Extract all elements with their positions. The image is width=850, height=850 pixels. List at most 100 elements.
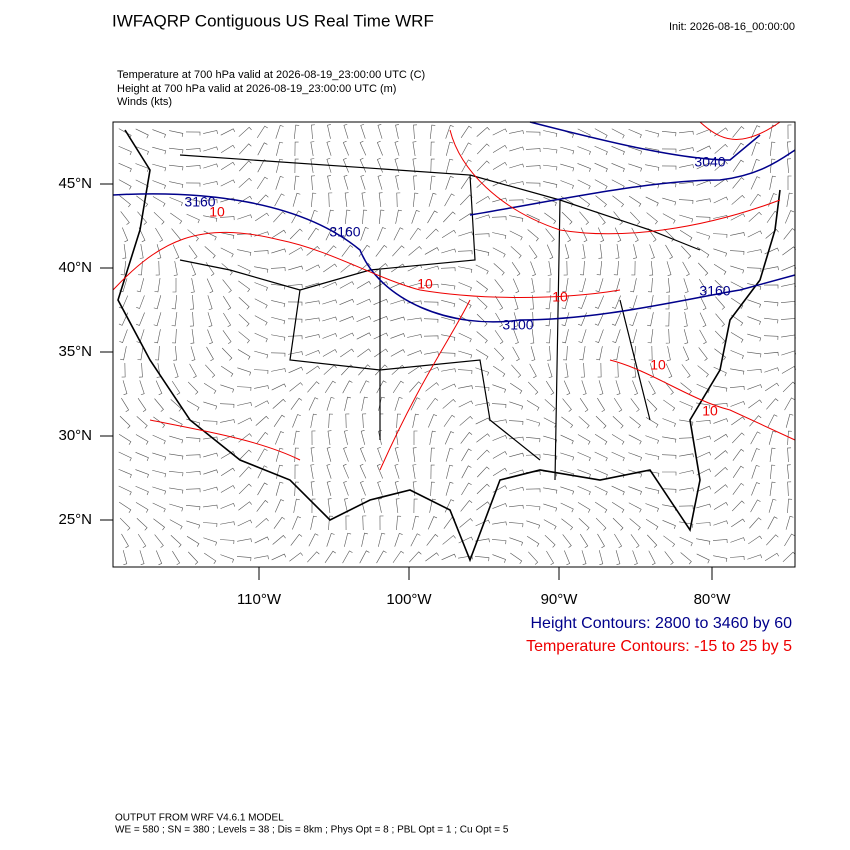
wind-barb — [679, 181, 694, 186]
wind-barb — [647, 312, 654, 327]
wind-barb — [492, 419, 507, 424]
wind-barb — [190, 278, 195, 293]
wind-barb — [563, 260, 568, 276]
wind-barb — [185, 165, 201, 169]
wind-barb — [492, 179, 508, 187]
wind-barb — [509, 537, 523, 546]
wind-barb — [425, 552, 439, 562]
wind-barb — [529, 311, 534, 327]
wind-barb — [441, 383, 457, 391]
wind-barb — [628, 486, 642, 495]
wind-barb — [461, 142, 472, 156]
wind-barb — [664, 381, 674, 395]
wind-barb — [633, 244, 637, 259]
wind-barb — [169, 435, 184, 444]
wind-barb — [137, 346, 144, 361]
wind-barb — [407, 350, 423, 356]
wind-barb — [220, 161, 236, 170]
wind-barb — [493, 263, 505, 276]
wind-barb — [356, 298, 372, 306]
wind-barb — [699, 295, 707, 311]
wind-barb — [649, 244, 655, 260]
wind-barb — [375, 244, 388, 257]
wind-barb — [731, 195, 745, 205]
wind-barb — [492, 384, 506, 393]
wind-barb — [310, 413, 317, 428]
wind-barb — [730, 386, 745, 390]
wind-barb — [629, 518, 641, 531]
map-bg — [113, 122, 795, 567]
wind-barb — [135, 434, 149, 445]
wind-barb — [681, 245, 692, 259]
wind-barb — [236, 556, 252, 562]
wind-barb — [390, 349, 406, 357]
wind-barb — [564, 550, 571, 566]
wind-barb — [509, 146, 525, 152]
wind-barb — [713, 248, 728, 257]
wind-barb — [292, 516, 302, 530]
wind-barb — [172, 277, 177, 293]
temperature-contour-label: 10 — [209, 204, 225, 220]
wind-barb — [310, 141, 315, 156]
wind-barb — [393, 227, 404, 241]
wind-barb — [119, 517, 131, 531]
wind-barb — [239, 466, 252, 478]
wind-barb — [749, 193, 762, 206]
wind-barb — [510, 552, 523, 565]
wind-barb — [765, 229, 779, 239]
wind-barb — [373, 298, 389, 305]
wind-barb — [326, 463, 332, 479]
wind-barb — [394, 396, 403, 411]
wind-barb — [373, 332, 389, 340]
wind-barb — [343, 446, 349, 462]
wind-barb — [492, 197, 507, 203]
wind-barb — [560, 146, 575, 155]
wind-barb — [696, 145, 712, 153]
height-contour-label: 3100 — [502, 317, 533, 333]
wind-barb — [596, 346, 603, 361]
wind-barb — [696, 485, 712, 493]
wind-barb — [220, 179, 236, 187]
wind-barb — [254, 350, 269, 359]
wind-barb — [664, 551, 674, 565]
wind-barb — [632, 363, 637, 378]
wind-barb — [373, 281, 389, 289]
wind-barb — [413, 498, 418, 514]
wind-barb — [219, 403, 235, 408]
wind-barb — [696, 246, 710, 258]
lat-label: 30°N — [58, 427, 92, 444]
wind-barb — [307, 227, 319, 240]
wind-barb — [731, 500, 745, 512]
wind-barb — [614, 533, 623, 549]
wind-barb — [292, 414, 301, 428]
wind-barb — [429, 498, 436, 513]
wind-barb — [188, 551, 199, 565]
wind-barb — [308, 533, 319, 547]
wind-barb — [328, 192, 333, 208]
wind-barb — [513, 329, 519, 345]
wind-barb — [561, 518, 573, 531]
wind-barb — [597, 362, 602, 378]
wind-barb — [492, 434, 508, 441]
wind-barb — [311, 498, 316, 514]
wind-barb — [612, 517, 624, 531]
wind-barb — [256, 176, 268, 190]
wind-barb — [271, 229, 287, 239]
wind-barb — [153, 416, 166, 429]
wind-barb — [596, 211, 606, 225]
wind-barb — [135, 469, 149, 478]
wind-barb — [747, 554, 763, 560]
wind-barb — [271, 334, 286, 341]
wind-barb — [412, 464, 417, 479]
wind-barb — [237, 538, 252, 543]
wind-barb — [271, 316, 286, 325]
wind-barb — [476, 449, 490, 461]
wind-barb — [629, 416, 641, 429]
wind-barb — [441, 368, 456, 373]
wind-barb — [460, 500, 473, 512]
wind-barb — [628, 434, 642, 445]
wind-barb — [120, 261, 127, 276]
wind-barbs — [118, 123, 797, 566]
wind-barb — [238, 483, 252, 495]
wind-barb — [661, 148, 677, 153]
